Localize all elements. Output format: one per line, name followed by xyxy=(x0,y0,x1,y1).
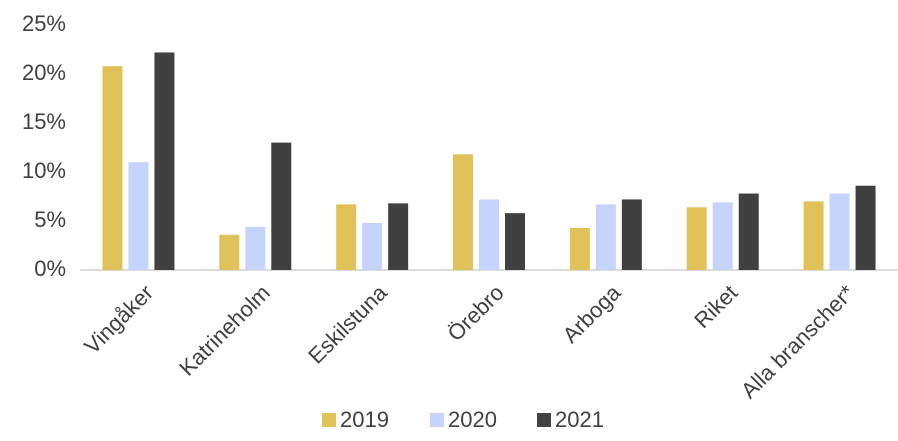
bar xyxy=(803,201,824,270)
bar xyxy=(686,207,707,270)
x-tick-label: Riket xyxy=(689,280,742,333)
x-tick-label: Arboga xyxy=(558,279,626,347)
bar xyxy=(154,52,175,270)
bar xyxy=(505,213,525,270)
x-tick-label: Örebro xyxy=(443,280,509,346)
bar xyxy=(336,204,357,270)
y-tick-label: 5% xyxy=(34,207,66,232)
bar xyxy=(453,154,473,270)
legend-swatch xyxy=(430,413,444,427)
x-tick-label: Eskilstuna xyxy=(303,279,392,368)
bar xyxy=(569,227,590,270)
bar xyxy=(829,193,850,270)
bar xyxy=(479,199,499,270)
y-tick-label: 20% xyxy=(22,60,66,85)
y-tick-label: 15% xyxy=(22,109,66,134)
bar xyxy=(621,199,642,270)
y-tick-label: 10% xyxy=(22,158,66,183)
bar xyxy=(595,204,616,270)
legend-label: 2021 xyxy=(555,407,604,432)
bar xyxy=(271,142,292,270)
legend-swatch xyxy=(322,413,336,427)
legend-label: 2020 xyxy=(448,407,497,432)
bar xyxy=(388,203,409,270)
x-tick-label: Alla branscher* xyxy=(736,280,859,403)
bar xyxy=(128,162,149,270)
bar xyxy=(102,66,123,270)
bar xyxy=(362,222,383,270)
x-tick-label: Katrineholm xyxy=(174,280,275,381)
bar xyxy=(245,226,266,270)
legend-swatch xyxy=(537,413,551,427)
bar xyxy=(219,234,240,270)
legend-label: 2019 xyxy=(340,407,389,432)
bar xyxy=(738,193,759,270)
x-tick-label: Vingåker xyxy=(79,280,158,359)
y-tick-label: 25% xyxy=(22,11,66,36)
bar xyxy=(855,185,876,270)
y-tick-label: 0% xyxy=(34,256,66,281)
bar xyxy=(712,202,733,270)
